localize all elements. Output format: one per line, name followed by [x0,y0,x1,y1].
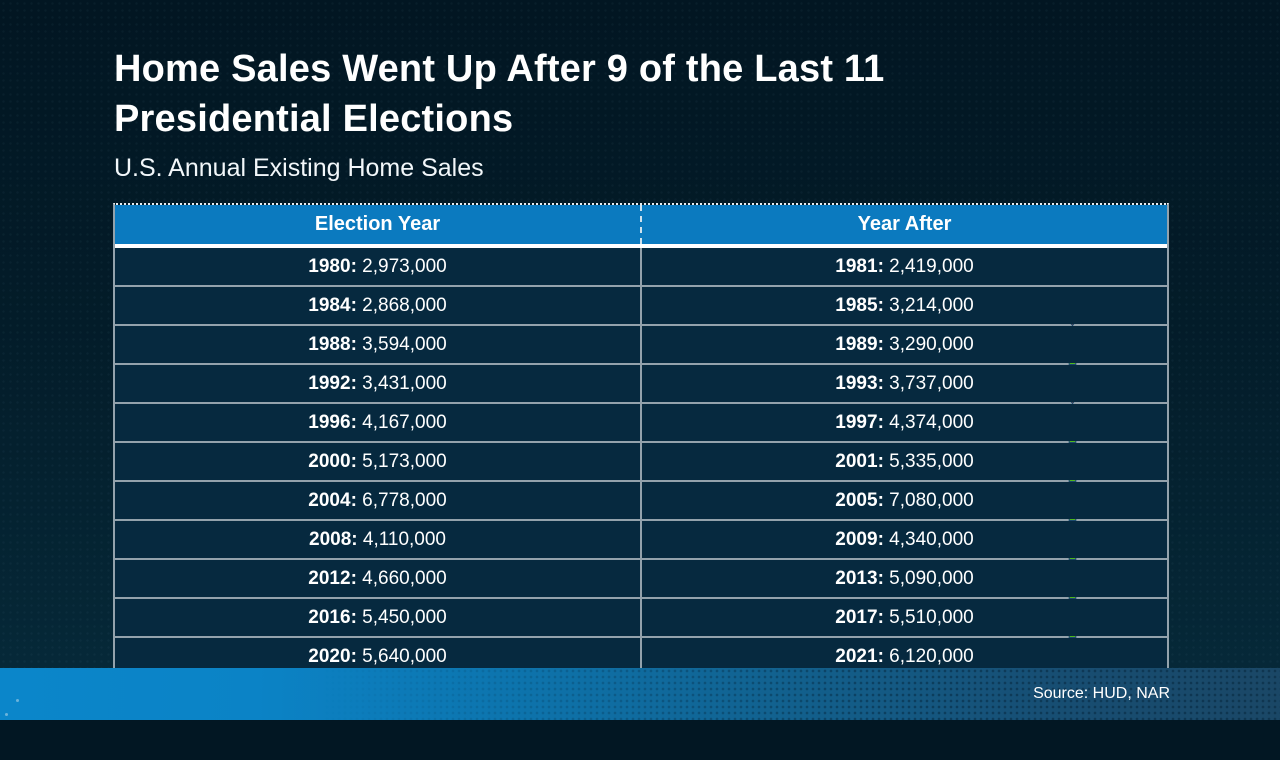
year-after-value: 6,120,000 [889,645,974,667]
up-arrow-icon [1063,602,1082,677]
year-after-label: 2013: [835,567,890,589]
year-after-label: 2021: [835,645,890,667]
year-after-cell: 1989: 3,290,000 [642,326,1167,404]
table-row: 2000: 5,173,000 2001: 5,335,000 [115,443,1167,521]
year-after-value: 5,335,000 [889,450,974,472]
election-year-value: 2,868,000 [362,294,447,316]
year-after-cell: 2009: 4,340,000 [642,521,1167,599]
presentation-slide: Home Sales Went Up After 9 of the Last 1… [0,0,1280,720]
table-row: 2016: 5,450,000 2017: 5,510,000 [115,599,1167,677]
election-year-label: 1980: [308,255,363,277]
slide-subtitle: U.S. Annual Existing Home Sales [114,154,484,182]
year-after-label: 2009: [835,528,890,550]
year-after-label: 2005: [835,489,890,511]
table-row: 1996: 4,167,000 1997: 4,374,000 [115,404,1167,482]
speck-dot [16,699,19,702]
election-year-cell: 1988: 3,594,000 [115,326,642,363]
down-arrow-icon [1063,329,1082,404]
year-after-value: 3,737,000 [889,372,974,394]
table-row: 2004: 6,778,000 2005: 7,080,000 [115,482,1167,560]
year-after-cell: 2017: 5,510,000 [642,599,1167,677]
year-after-cell: 1981: 2,419,000 [642,248,1167,326]
election-year-value: 5,173,000 [362,450,447,472]
header-year-after: Year After [642,205,1167,244]
table-body: 1980: 2,973,000 1981: 2,419,000 1984: 2,… [115,248,1167,716]
election-year-value: 6,778,000 [362,489,447,511]
speck-dot [5,713,8,716]
election-year-value: 3,431,000 [362,372,447,394]
election-year-cell: 1996: 4,167,000 [115,404,642,441]
year-after-label: 1985: [835,294,890,316]
slide-title: Home Sales Went Up After 9 of the Last 1… [114,48,885,141]
election-year-cell: 1980: 2,973,000 [115,248,642,285]
election-year-label: 2008: [309,528,363,550]
election-year-value: 5,640,000 [362,645,447,667]
year-after-label: 2001: [835,450,890,472]
election-year-cell: 2004: 6,778,000 [115,482,642,519]
election-year-cell: 1984: 2,868,000 [115,287,642,324]
election-year-cell: 2016: 5,450,000 [115,599,642,636]
year-after-label: 1981: [835,255,890,277]
election-year-label: 1988: [308,333,363,355]
election-year-label: 2004: [308,489,363,511]
bottom-accent-bar: Source: HUD, NAR [0,668,1280,720]
table-row: 2012: 4,660,000 2013: 5,090,000 [115,560,1167,638]
year-after-value: 7,080,000 [889,489,974,511]
election-year-value: 4,660,000 [362,567,447,589]
year-after-value: 3,214,000 [889,294,974,316]
year-after-label: 1997: [835,411,890,433]
year-after-value: 5,510,000 [889,606,974,628]
year-after-value: 5,090,000 [889,567,974,589]
year-after-cell: 2005: 7,080,000 [642,482,1167,560]
year-after-label: 2017: [835,606,890,628]
election-year-label: 2016: [308,606,363,628]
year-after-label: 1989: [835,333,890,355]
year-after-value: 4,340,000 [889,528,974,550]
election-year-cell: 2012: 4,660,000 [115,560,642,597]
election-year-value: 4,110,000 [362,528,446,550]
election-year-label: 1996: [308,411,363,433]
up-arrow-icon [1063,290,1082,365]
election-year-label: 1992: [308,372,363,394]
election-year-label: 2000: [308,450,363,472]
year-after-cell: 1993: 3,737,000 [642,365,1167,443]
up-arrow-icon [1063,446,1082,521]
year-after-value: 4,374,000 [889,411,974,433]
year-after-value: 3,290,000 [889,333,974,355]
election-year-label: 2020: [308,645,363,667]
year-after-value: 2,419,000 [889,255,974,277]
header-election-year: Election Year [115,205,642,244]
year-after-cell: 2013: 5,090,000 [642,560,1167,638]
year-after-cell: 1997: 4,374,000 [642,404,1167,482]
table-row: 1984: 2,868,000 1985: 3,214,000 [115,287,1167,365]
election-year-value: 5,450,000 [362,606,447,628]
election-year-label: 1984: [308,294,363,316]
up-arrow-icon [1063,485,1082,560]
up-arrow-icon [1063,563,1082,638]
source-attribution: Source: HUD, NAR [1033,685,1170,702]
year-after-cell: 1985: 3,214,000 [642,287,1167,365]
table-row: 1980: 2,973,000 1981: 2,419,000 [115,248,1167,326]
election-year-cell: 1992: 3,431,000 [115,365,642,402]
up-arrow-icon [1063,524,1082,599]
home-sales-table: Election Year Year After 1980: 2,973,000… [113,203,1169,716]
election-year-value: 3,594,000 [362,333,447,355]
up-arrow-icon [1063,368,1082,443]
election-year-cell: 2008: 4,110,000 [115,521,642,558]
election-year-value: 4,167,000 [362,411,447,433]
up-arrow-icon [1063,407,1082,482]
table-header-row: Election Year Year After [115,205,1167,248]
election-year-cell: 2000: 5,173,000 [115,443,642,480]
year-after-cell: 2001: 5,335,000 [642,443,1167,521]
table-row: 2008: 4,110,000 2009: 4,340,000 [115,521,1167,599]
year-after-label: 1993: [835,372,890,394]
table-row: 1988: 3,594,000 1989: 3,290,000 [115,326,1167,404]
election-year-label: 2012: [308,567,363,589]
down-arrow-icon [1063,251,1082,326]
election-year-value: 2,973,000 [362,255,447,277]
table-row: 1992: 3,431,000 1993: 3,737,000 [115,365,1167,443]
